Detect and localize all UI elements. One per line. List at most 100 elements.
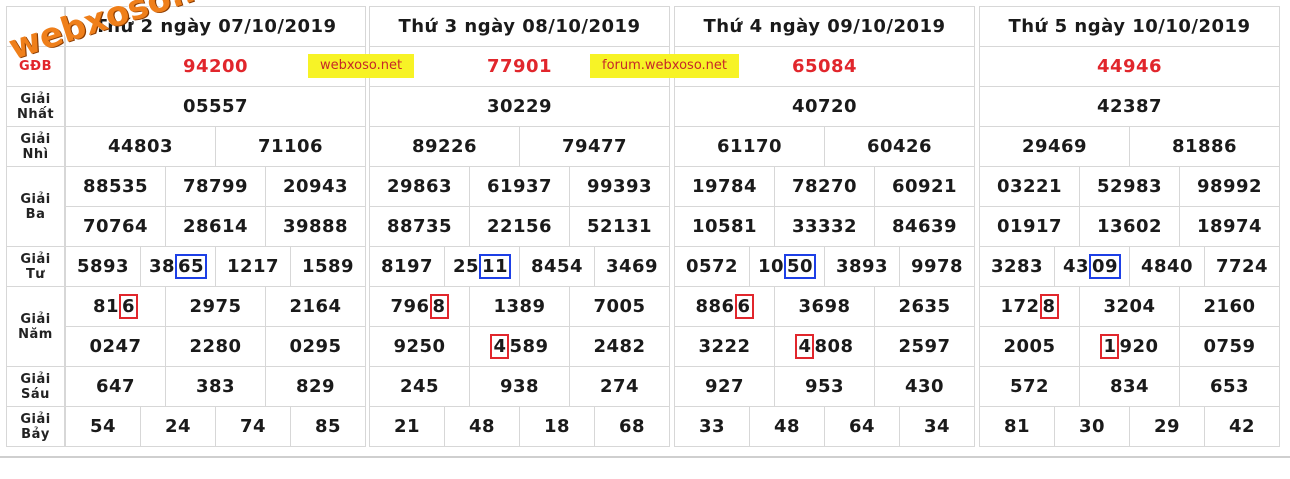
highlight-box: 09 — [1089, 254, 1122, 279]
fifth-prize-2: 2975 — [165, 286, 266, 327]
header-blank — [6, 6, 65, 47]
third-prize-5: 33332 — [774, 206, 875, 247]
fifth-prize-3: 2635 — [874, 286, 975, 327]
fourth-prize-1: 0572 — [674, 246, 750, 287]
fifth-prize-6: 2482 — [569, 326, 670, 367]
sixth-prize-1: 245 — [369, 366, 470, 407]
sixth-prize-3: 653 — [1179, 366, 1280, 407]
seventh-prize-4: 42 — [1204, 406, 1280, 447]
third-prize-1: 03221 — [979, 166, 1080, 207]
seventh-prize-3: 64 — [824, 406, 900, 447]
fourth-prize-4: 7724 — [1204, 246, 1280, 287]
fifth-prize-5: 1 920 — [1079, 326, 1180, 367]
fourth-prize-4: 9978 — [899, 246, 975, 287]
second-prize-2: 81886 — [1129, 126, 1280, 167]
fifth-prize-3: 2160 — [1179, 286, 1280, 327]
highlight-box: 6 — [734, 294, 754, 319]
fifth-prize-2: 3698 — [774, 286, 875, 327]
fifth-prize-4: 3222 — [674, 326, 775, 367]
third-prize-4: 10581 — [674, 206, 775, 247]
site-tag[interactable]: webxoso.net — [308, 54, 415, 78]
third-prize-3: 99393 — [569, 166, 670, 207]
seventh-prize-2: 48 — [749, 406, 825, 447]
seventh-prize-1: 33 — [674, 406, 750, 447]
third-prize-4: 01917 — [979, 206, 1080, 247]
first-prize: 30229 — [369, 86, 670, 127]
fourth-prize-2: 38 65 — [140, 246, 216, 287]
seventh-prize-2: 48 — [444, 406, 520, 447]
third-prize-4: 88735 — [369, 206, 470, 247]
fifth-prize-5: 4 589 — [469, 326, 570, 367]
forum-tag[interactable]: forum.webxoso.net — [590, 54, 740, 78]
fourth-prize-3: 1217 — [215, 246, 291, 287]
fourth-prize-4: 3469 — [594, 246, 670, 287]
third-prize-5: 22156 — [469, 206, 570, 247]
prize-label-column: GĐB Giải Nhất Giải Nhì Giải Ba Giải Tư Giải N… — [6, 6, 65, 447]
fifth-prize-4: 0247 — [65, 326, 166, 367]
third-prize-6: 52131 — [569, 206, 670, 247]
sixth-prize-3: 829 — [265, 366, 366, 407]
day-table-2: Thứ 3 ngày 08/10/2019 77901 30229 89226 7… — [369, 6, 670, 447]
third-prize-1: 88535 — [65, 166, 166, 207]
fifth-prize-5: 4 808 — [774, 326, 875, 367]
sixth-prize-2: 834 — [1079, 366, 1180, 407]
highlight-box: 1 — [1100, 334, 1120, 359]
bottom-divider — [0, 456, 1290, 458]
seventh-prize-3: 74 — [215, 406, 291, 447]
third-prize-3: 20943 — [265, 166, 366, 207]
second-prize-1: 44803 — [65, 126, 216, 167]
third-prize-3: 98992 — [1179, 166, 1280, 207]
third-prize-4: 70764 — [65, 206, 166, 247]
label-fourth: Giải Tư — [6, 246, 65, 287]
third-prize-3: 60921 — [874, 166, 975, 207]
third-prize-2: 78799 — [165, 166, 266, 207]
fifth-prize-1: 886 6 — [674, 286, 775, 327]
fifth-prize-1: 172 8 — [979, 286, 1080, 327]
seventh-prize-1: 54 — [65, 406, 141, 447]
fifth-prize-3: 7005 — [569, 286, 670, 327]
sixth-prize-3: 274 — [569, 366, 670, 407]
sixth-prize-2: 953 — [774, 366, 875, 407]
seventh-prize-1: 21 — [369, 406, 445, 447]
second-prize-1: 89226 — [369, 126, 520, 167]
day-table-4: Thứ 5 ngày 10/10/2019 44946 42387 29469 8… — [979, 6, 1280, 447]
label-seventh: Giải Bảy — [6, 406, 65, 447]
fourth-prize-1: 5893 — [65, 246, 141, 287]
second-prize-2: 79477 — [519, 126, 670, 167]
first-prize: 42387 — [979, 86, 1280, 127]
seventh-prize-1: 81 — [979, 406, 1055, 447]
seventh-prize-2: 30 — [1054, 406, 1130, 447]
fourth-prize-1: 3283 — [979, 246, 1055, 287]
label-third: Giải Ba — [6, 166, 65, 247]
third-prize-6: 18974 — [1179, 206, 1280, 247]
sixth-prize-1: 927 — [674, 366, 775, 407]
seventh-prize-3: 18 — [519, 406, 595, 447]
third-prize-5: 13602 — [1079, 206, 1180, 247]
fourth-prize-3: 3893 — [824, 246, 900, 287]
fourth-prize-3: 4840 — [1129, 246, 1205, 287]
label-sixth: Giải Sáu — [6, 366, 65, 407]
third-prize-2: 78270 — [774, 166, 875, 207]
highlight-box: 4 — [795, 334, 815, 359]
fifth-prize-1: 81 6 — [65, 286, 166, 327]
highlight-box: 4 — [490, 334, 510, 359]
fourth-prize-1: 8197 — [369, 246, 445, 287]
special-prize: 44946 — [979, 46, 1280, 87]
second-prize-1: 61170 — [674, 126, 825, 167]
day-table-3: Thứ 4 ngày 09/10/2019 65084 40720 61170 6… — [674, 6, 975, 447]
first-prize: 40720 — [674, 86, 975, 127]
fifth-prize-3: 2164 — [265, 286, 366, 327]
second-prize-2: 60426 — [824, 126, 975, 167]
fifth-prize-2: 3204 — [1079, 286, 1180, 327]
highlight-box: 50 — [784, 254, 817, 279]
fifth-prize-2: 1389 — [469, 286, 570, 327]
sixth-prize-2: 938 — [469, 366, 570, 407]
first-prize: 05557 — [65, 86, 366, 127]
sixth-prize-3: 430 — [874, 366, 975, 407]
seventh-prize-4: 34 — [899, 406, 975, 447]
fifth-prize-1: 796 8 — [369, 286, 470, 327]
highlight-box: 8 — [1039, 294, 1059, 319]
fourth-prize-2: 25 11 — [444, 246, 520, 287]
seventh-prize-3: 29 — [1129, 406, 1205, 447]
third-prize-2: 52983 — [1079, 166, 1180, 207]
